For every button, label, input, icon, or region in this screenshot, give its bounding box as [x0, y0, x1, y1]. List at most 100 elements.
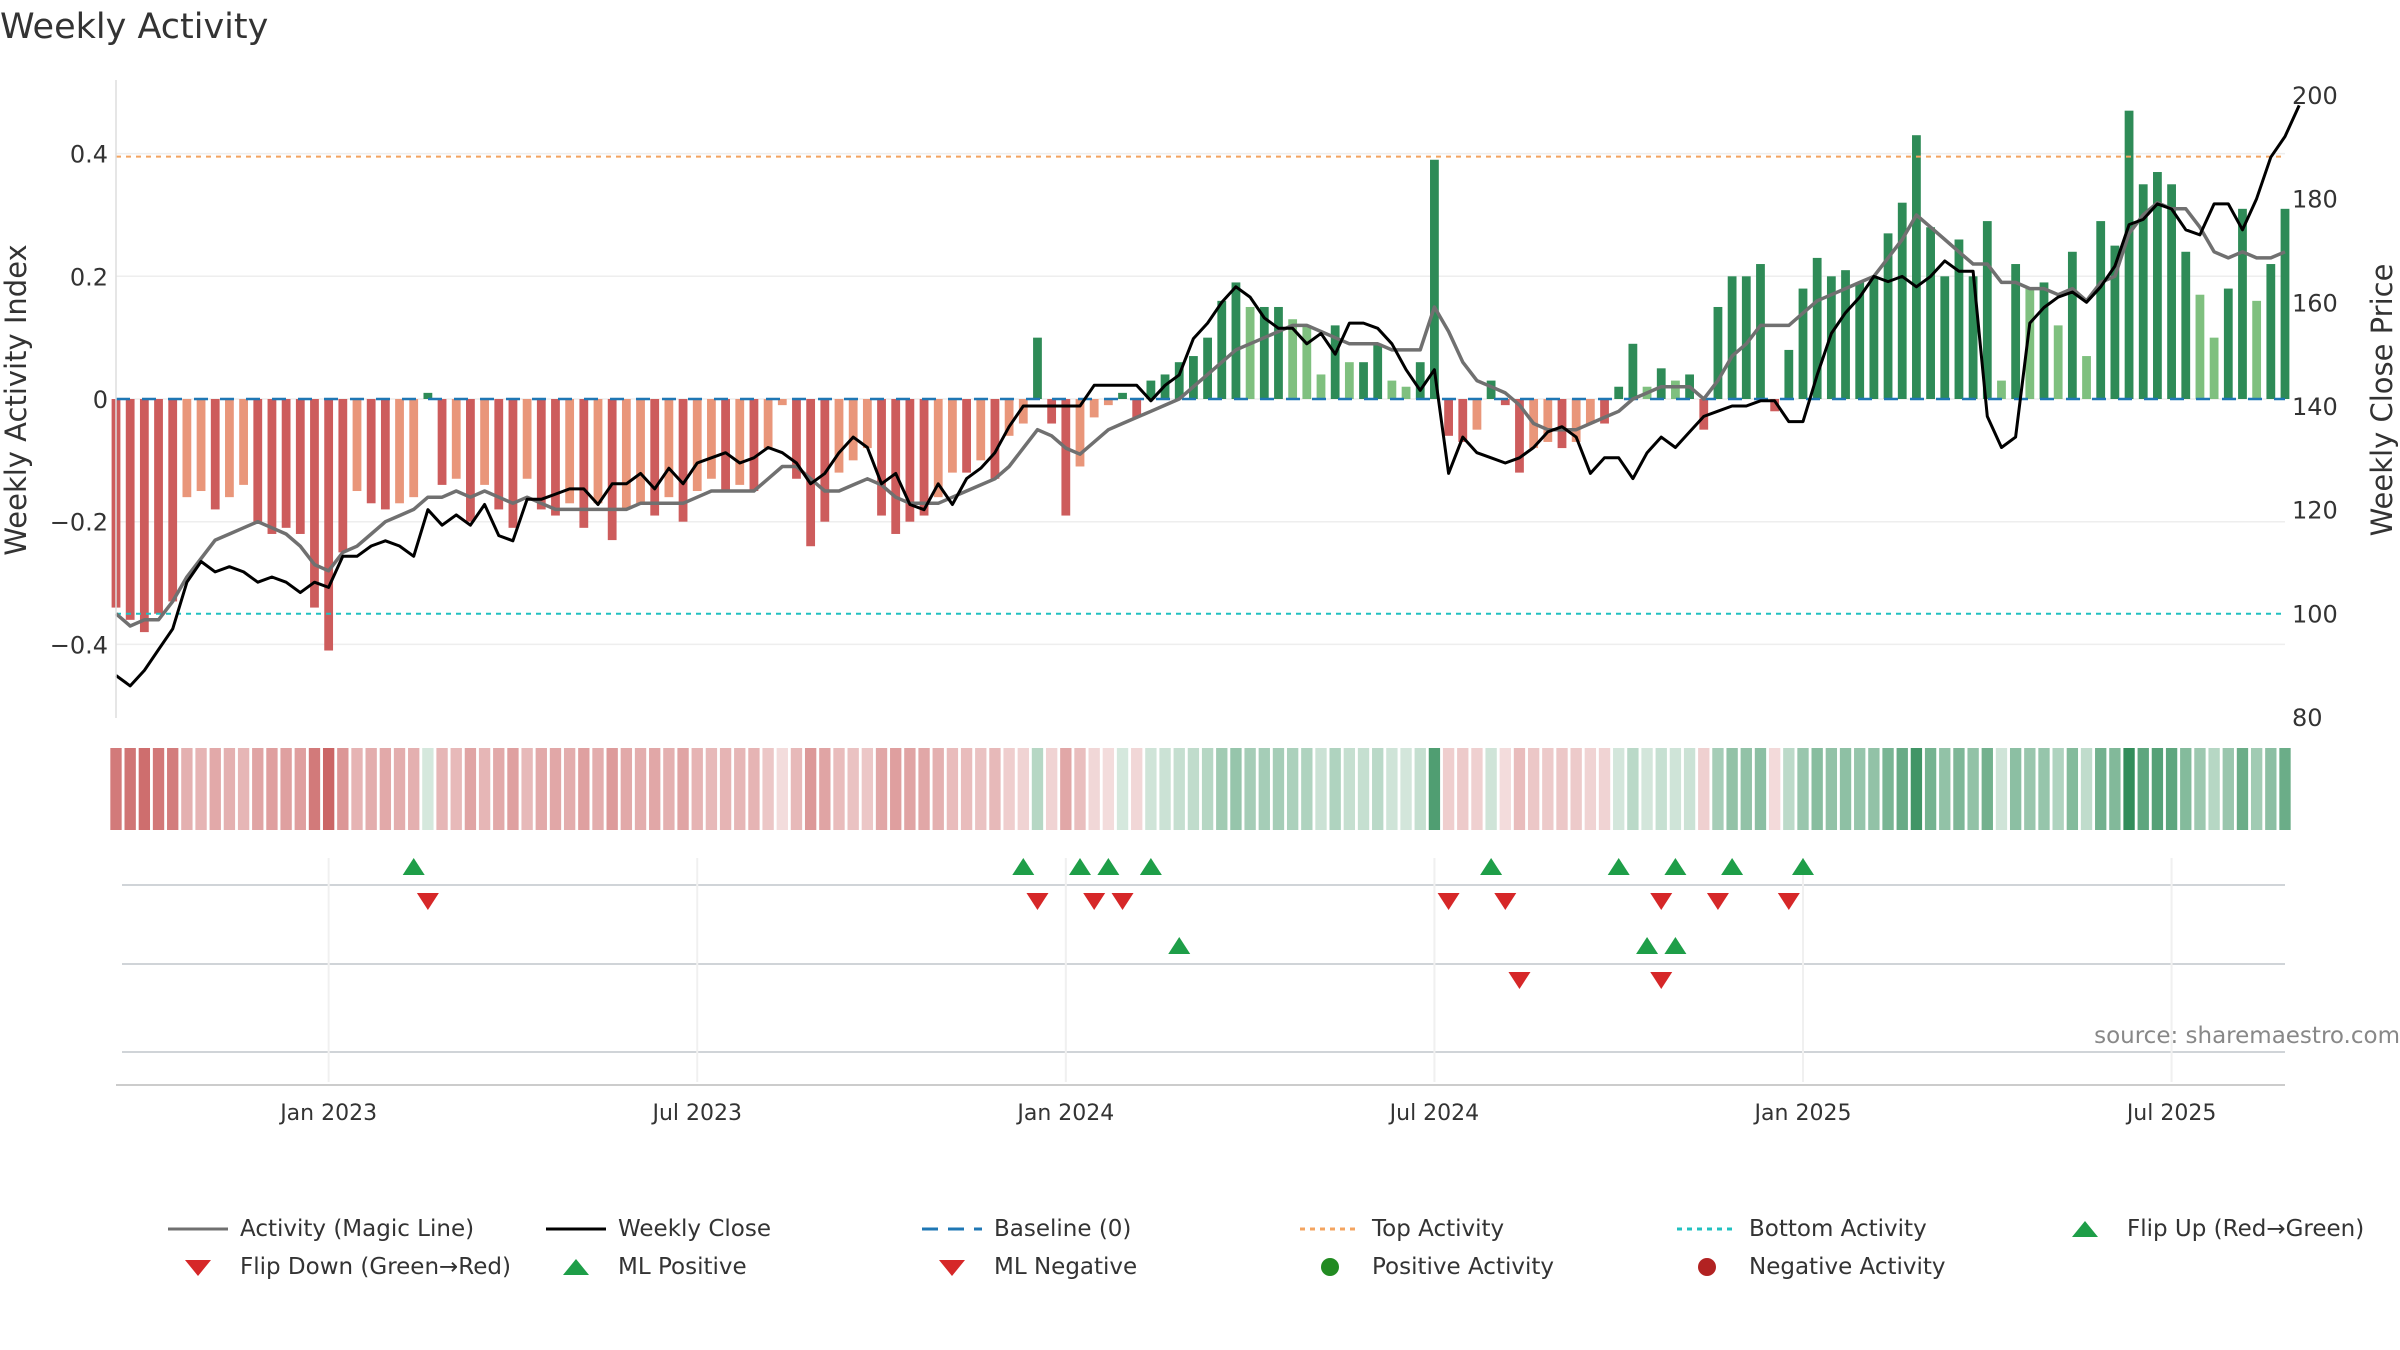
- strip-cell: [237, 748, 250, 830]
- bottom-activity-swatch-icon: [1677, 1227, 1737, 1231]
- strip-cell: [152, 748, 165, 830]
- strip-cell: [1825, 748, 1838, 830]
- baseline-swatch-icon: [922, 1227, 982, 1231]
- flip-down-marker: [1494, 893, 1517, 910]
- strip-cell: [436, 748, 448, 830]
- activity-bar: [1075, 399, 1085, 467]
- strip-cell: [1457, 748, 1469, 830]
- legend-label-baseline: Baseline (0): [994, 1216, 1132, 1242]
- activity-bar: [707, 399, 716, 479]
- strip-cell: [1230, 748, 1242, 830]
- activity-bar: [2025, 288, 2035, 399]
- activity-bar: [621, 399, 631, 510]
- y-tick-label-right: 180: [2292, 186, 2338, 214]
- flip-up-marker: [1792, 858, 1814, 875]
- activity-bar: [451, 399, 461, 479]
- activity-bar: [749, 399, 759, 492]
- flip-down-marker: [1083, 893, 1106, 910]
- activity-bar: [1458, 399, 1468, 442]
- activity-bar: [1146, 380, 1156, 399]
- strip-cell: [507, 748, 519, 830]
- activity-bar: [182, 399, 192, 498]
- x-tick-label: Jul 2024: [1388, 1101, 1480, 1126]
- activity-bar: [777, 399, 787, 406]
- ml-positive-marker: [1664, 937, 1687, 954]
- activity-bar: [1103, 399, 1113, 406]
- flip-up-marker: [1721, 858, 1744, 875]
- strip-cell: [1187, 748, 1200, 830]
- strip-cell: [1570, 748, 1582, 830]
- activity-bar: [1288, 319, 1298, 399]
- ml-negative-marker: [1650, 972, 1673, 989]
- activity-bar: [2096, 221, 2106, 399]
- x-tick-label: Jan 2025: [1753, 1101, 1852, 1126]
- strip-cell: [1329, 748, 1341, 830]
- activity-bar: [1245, 306, 1255, 399]
- strip-cell: [1357, 748, 1370, 830]
- strip-cell: [124, 748, 136, 830]
- strip-cell: [322, 748, 335, 830]
- axes: 0.4 0.2 0 −0.2 −0.4 200 180 160 140 120 100 80: [50, 80, 2338, 732]
- strip-cell: [1598, 748, 1611, 830]
- activity-bar: [225, 399, 234, 498]
- activity-bar: [820, 399, 830, 522]
- flip-up-marker: [1069, 858, 1091, 875]
- strip-cell: [2165, 748, 2178, 830]
- activity-bar: [1274, 306, 1283, 399]
- activity-bar: [1883, 233, 1893, 399]
- strip-cell: [294, 748, 306, 830]
- strip-cell: [1939, 748, 1951, 830]
- flip-up-marker: [1139, 858, 1162, 875]
- activity-bar: [1855, 282, 1865, 399]
- strip-cell: [464, 748, 477, 830]
- strip-cell: [1839, 748, 1852, 830]
- strip-cell: [379, 748, 392, 830]
- y-tick-label-left: −0.4: [50, 631, 108, 659]
- activity-bar: [352, 399, 362, 492]
- strip-cell: [1301, 748, 1313, 830]
- activity-bar: [1401, 386, 1411, 399]
- legend-label-top-activity: Top Activity: [1372, 1216, 1505, 1242]
- activity-bar: [125, 399, 135, 620]
- activity-bar: [763, 399, 773, 449]
- activity-bar: [2053, 325, 2063, 399]
- activity-bar: [1344, 362, 1354, 399]
- top-activity-swatch-icon: [1300, 1227, 1360, 1231]
- activity-bar: [1585, 399, 1595, 424]
- activity-bar: [1912, 135, 1921, 399]
- activity-bar: [1940, 276, 1950, 399]
- activity-bar: [1189, 356, 1198, 399]
- y-tick-label-left: 0.2: [70, 263, 108, 291]
- strip-cell: [890, 748, 902, 830]
- strip-cell: [1244, 748, 1256, 830]
- strip-cell: [1442, 748, 1455, 830]
- activity-bar: [1968, 276, 1978, 399]
- strip-cell: [1414, 748, 1426, 830]
- activity-bar: [1302, 325, 1312, 399]
- activity-bar: [2209, 337, 2219, 399]
- activity-bar: [1203, 337, 1212, 399]
- activity-bar: [1033, 337, 1042, 399]
- activity-bar: [1770, 399, 1780, 412]
- activity-bar: [1543, 399, 1553, 442]
- legend-label-bottom-activity: Bottom Activity: [1749, 1216, 1927, 1242]
- strip-cell: [1116, 748, 1129, 830]
- strip-cell: [1485, 748, 1497, 830]
- triangle-down-icon: [939, 1260, 965, 1276]
- ml-positive-marker: [1636, 937, 1659, 954]
- activity-bar: [196, 399, 206, 492]
- strip-cell: [649, 748, 661, 830]
- strip-cell: [2137, 748, 2149, 830]
- flip-down-marker: [1777, 893, 1800, 910]
- x-tick-label: Jan 2023: [278, 1101, 377, 1126]
- activity-bar: [1897, 202, 1907, 399]
- strip-cell: [1981, 748, 1993, 830]
- activity-bar: [395, 399, 404, 504]
- strip-cell: [549, 748, 562, 830]
- strip-cell: [1017, 748, 1029, 830]
- y-axis-label-left: Weekly Activity Index: [0, 244, 33, 555]
- weekly-close-series: [115, 104, 2301, 688]
- activity-bar: [593, 399, 603, 504]
- strip-cell: [2080, 748, 2093, 830]
- flip-up-marker: [402, 858, 425, 875]
